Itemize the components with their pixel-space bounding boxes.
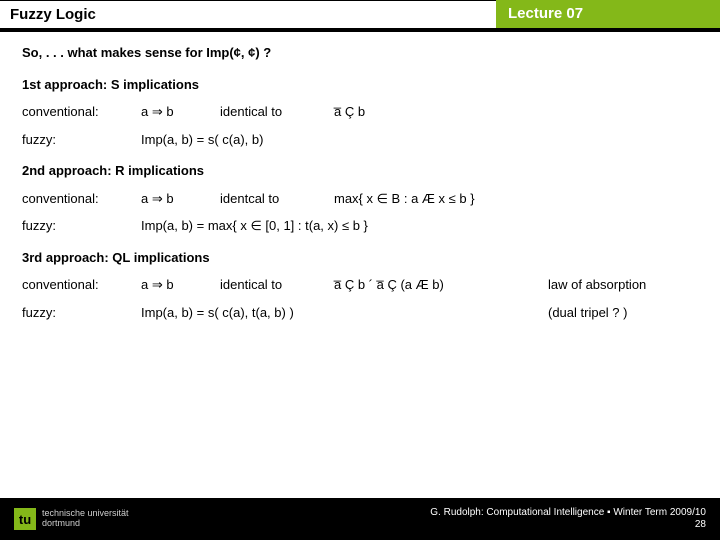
slide-header: Fuzzy Logic Lecture 07 bbox=[0, 0, 720, 28]
ql-note: law of absorption bbox=[548, 276, 698, 294]
s-fuzzy-expr: Imp(a, b) = s( c(a), b) bbox=[141, 131, 698, 149]
ql-fuzzy-expr: Imp(a, b) = s( c(a), t(a, b) ) bbox=[141, 304, 524, 322]
ql-fuzzy-note: (dual tripel ? ) bbox=[548, 304, 698, 322]
r-fuzzy-expr: Imp(a, b) = max{ x ∈ [0, 1] : t(a, x) ≤ … bbox=[141, 217, 698, 235]
tu-logo-square: tu bbox=[14, 508, 36, 530]
header-left-title: Fuzzy Logic bbox=[0, 0, 496, 28]
ql-conv-label: conventional: bbox=[22, 276, 117, 294]
ql-heading: 3rd approach: QL implications bbox=[22, 249, 698, 267]
ql-fuzzy-label: fuzzy: bbox=[22, 304, 117, 322]
r-ab: a ⇒ b bbox=[141, 190, 196, 208]
footer-page: 28 bbox=[430, 519, 706, 531]
s-expr: a̅ Ç b bbox=[334, 103, 698, 121]
uni-line2: dortmund bbox=[42, 519, 129, 529]
tu-logo-text: technische universität dortmund bbox=[42, 509, 129, 529]
ql-conventional-row: conventional: a ⇒ b identical to a̅ Ç b … bbox=[22, 276, 698, 294]
intro-text: So, . . . what makes sense for Imp(¢, ¢)… bbox=[22, 44, 698, 62]
r-conv-label: conventional: bbox=[22, 190, 117, 208]
s-fuzzy-row: fuzzy: Imp(a, b) = s( c(a), b) bbox=[22, 131, 698, 149]
s-heading: 1st approach: S implications bbox=[22, 76, 698, 94]
footer-credit: G. Rudolph: Computational Intelligence ▪… bbox=[430, 507, 706, 519]
ql-expr: a̅ Ç b ´ a̅ Ç (a Æ b) bbox=[334, 276, 524, 294]
footer-right: G. Rudolph: Computational Intelligence ▪… bbox=[430, 507, 706, 531]
header-right-title: Lecture 07 bbox=[496, 0, 720, 28]
s-ident: identical to bbox=[220, 103, 310, 121]
r-ident: identcal to bbox=[220, 190, 310, 208]
s-ab: a ⇒ b bbox=[141, 103, 196, 121]
ql-ident: identical to bbox=[220, 276, 310, 294]
r-heading: 2nd approach: R implications bbox=[22, 162, 698, 180]
s-conventional-row: conventional: a ⇒ b identical to a̅ Ç b bbox=[22, 103, 698, 121]
ql-ab: a ⇒ b bbox=[141, 276, 196, 294]
r-conventional-row: conventional: a ⇒ b identcal to max{ x ∈… bbox=[22, 190, 698, 208]
ql-fuzzy-row: fuzzy: Imp(a, b) = s( c(a), t(a, b) ) (d… bbox=[22, 304, 698, 322]
slide-body: So, . . . what makes sense for Imp(¢, ¢)… bbox=[0, 32, 720, 321]
s-conv-label: conventional: bbox=[22, 103, 117, 121]
r-fuzzy-row: fuzzy: Imp(a, b) = max{ x ∈ [0, 1] : t(a… bbox=[22, 217, 698, 235]
s-fuzzy-label: fuzzy: bbox=[22, 131, 117, 149]
tu-logo: tu technische universität dortmund bbox=[14, 508, 129, 530]
r-expr: max{ x ∈ B : a Æ x ≤ b } bbox=[334, 190, 698, 208]
slide-footer: tu technische universität dortmund G. Ru… bbox=[0, 498, 720, 540]
footer-left: tu technische universität dortmund bbox=[14, 508, 129, 530]
r-fuzzy-label: fuzzy: bbox=[22, 217, 117, 235]
